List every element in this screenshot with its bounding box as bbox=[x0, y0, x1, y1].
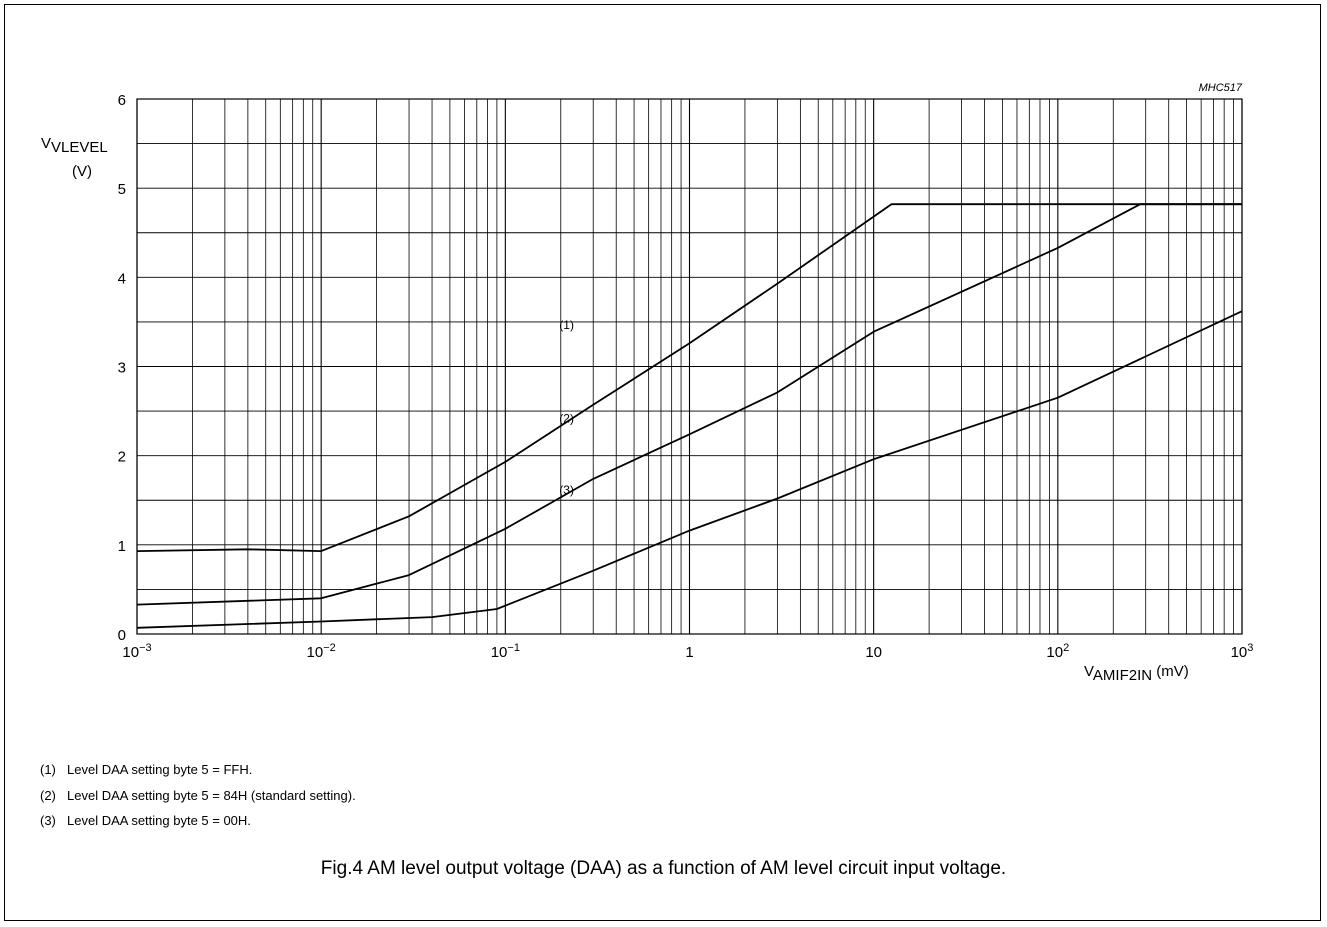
y-axis-label-sub: VLEVEL bbox=[51, 139, 108, 156]
y-tick-label: 5 bbox=[118, 181, 126, 198]
y-tick-label: 6 bbox=[118, 92, 126, 109]
x-tick-base: 10 bbox=[307, 644, 324, 661]
note-2: (2) Level DAA setting byte 5 = 84H (stand… bbox=[40, 788, 356, 803]
x-tick-exponent: −1 bbox=[507, 642, 520, 654]
series-label: (3) bbox=[559, 483, 574, 497]
series-label: (1) bbox=[559, 318, 574, 332]
x-axis-label: VAMIF2IN (mV) bbox=[1084, 663, 1189, 684]
x-tick-exponent: −2 bbox=[323, 642, 336, 654]
series-label: (2) bbox=[559, 411, 574, 425]
note-number: (2) bbox=[40, 788, 56, 803]
x-tick-exponent: −3 bbox=[139, 642, 152, 654]
figure-code: MHC517 bbox=[1199, 82, 1243, 94]
note-text: Level DAA setting byte 5 = 84H (standard… bbox=[67, 788, 356, 803]
x-tick-exponent: 2 bbox=[1063, 642, 1069, 654]
x-tick-label: 103 bbox=[1231, 642, 1254, 661]
series-line-1 bbox=[136, 203, 1242, 552]
y-tick-label: 4 bbox=[118, 270, 126, 287]
x-tick-label: 10−2 bbox=[307, 642, 336, 661]
x-tick-base: 10 bbox=[1046, 644, 1063, 661]
y-tick-label: 3 bbox=[118, 360, 126, 377]
note-number: (1) bbox=[40, 762, 56, 777]
series-line-3 bbox=[136, 310, 1243, 629]
x-axis-label-main: V bbox=[1084, 663, 1094, 680]
plot-frame bbox=[136, 98, 1243, 635]
figure-frame bbox=[4, 4, 1321, 921]
y-tick-label: 2 bbox=[118, 449, 126, 466]
note-3: (3) Level DAA setting byte 5 = 00H. bbox=[40, 813, 251, 828]
y-tick-label: 0 bbox=[118, 627, 126, 644]
x-tick-label: 1 bbox=[685, 644, 693, 661]
y-axis-unit: (V) bbox=[72, 163, 92, 180]
x-tick-base: 10 bbox=[1231, 644, 1248, 661]
x-tick-base: 10 bbox=[865, 644, 882, 661]
series-line-2 bbox=[136, 203, 1242, 606]
y-axis-label: VVLEVEL bbox=[41, 135, 108, 156]
x-tick-base: 10 bbox=[491, 644, 508, 661]
x-axis-label-sub: AMIF2IN bbox=[1093, 667, 1152, 684]
y-axis-label-main: V bbox=[41, 135, 51, 152]
note-1: (1) Level DAA setting byte 5 = FFH. bbox=[40, 762, 252, 777]
x-tick-label: 10−1 bbox=[491, 642, 520, 661]
x-tick-label: 10 bbox=[865, 644, 882, 661]
y-tick-label: 1 bbox=[118, 538, 126, 555]
note-text: Level DAA setting byte 5 = FFH. bbox=[67, 762, 253, 777]
x-tick-label: 10−3 bbox=[122, 642, 151, 661]
x-tick-base: 10 bbox=[122, 644, 139, 661]
x-tick-label: 102 bbox=[1046, 642, 1069, 661]
x-tick-exponent: 3 bbox=[1247, 642, 1253, 654]
note-number: (3) bbox=[40, 813, 56, 828]
note-text: Level DAA setting byte 5 = 00H. bbox=[67, 813, 251, 828]
x-axis-label-unit: (mV) bbox=[1152, 663, 1189, 680]
figure-caption: Fig.4 AM level output voltage (DAA) as a… bbox=[320, 858, 1007, 879]
x-tick-base: 1 bbox=[685, 644, 693, 661]
